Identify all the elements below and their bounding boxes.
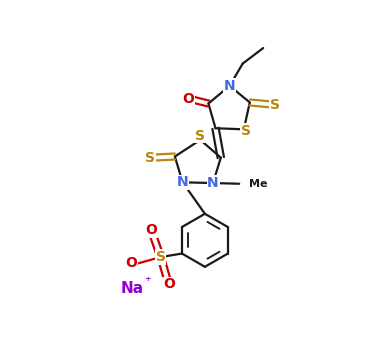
- Text: S: S: [145, 150, 155, 164]
- Text: Na: Na: [121, 281, 144, 297]
- Text: S: S: [270, 98, 280, 112]
- Text: N: N: [207, 176, 219, 190]
- Text: O: O: [163, 277, 175, 291]
- Text: ⁺: ⁺: [144, 275, 150, 288]
- Text: O: O: [182, 92, 194, 106]
- Text: O: O: [125, 256, 137, 270]
- Text: O: O: [145, 223, 157, 237]
- Text: S: S: [195, 129, 204, 143]
- Text: S: S: [156, 250, 166, 264]
- Text: S: S: [240, 124, 251, 138]
- Text: N: N: [224, 79, 235, 93]
- Text: N: N: [177, 175, 189, 189]
- Text: Me: Me: [249, 179, 268, 189]
